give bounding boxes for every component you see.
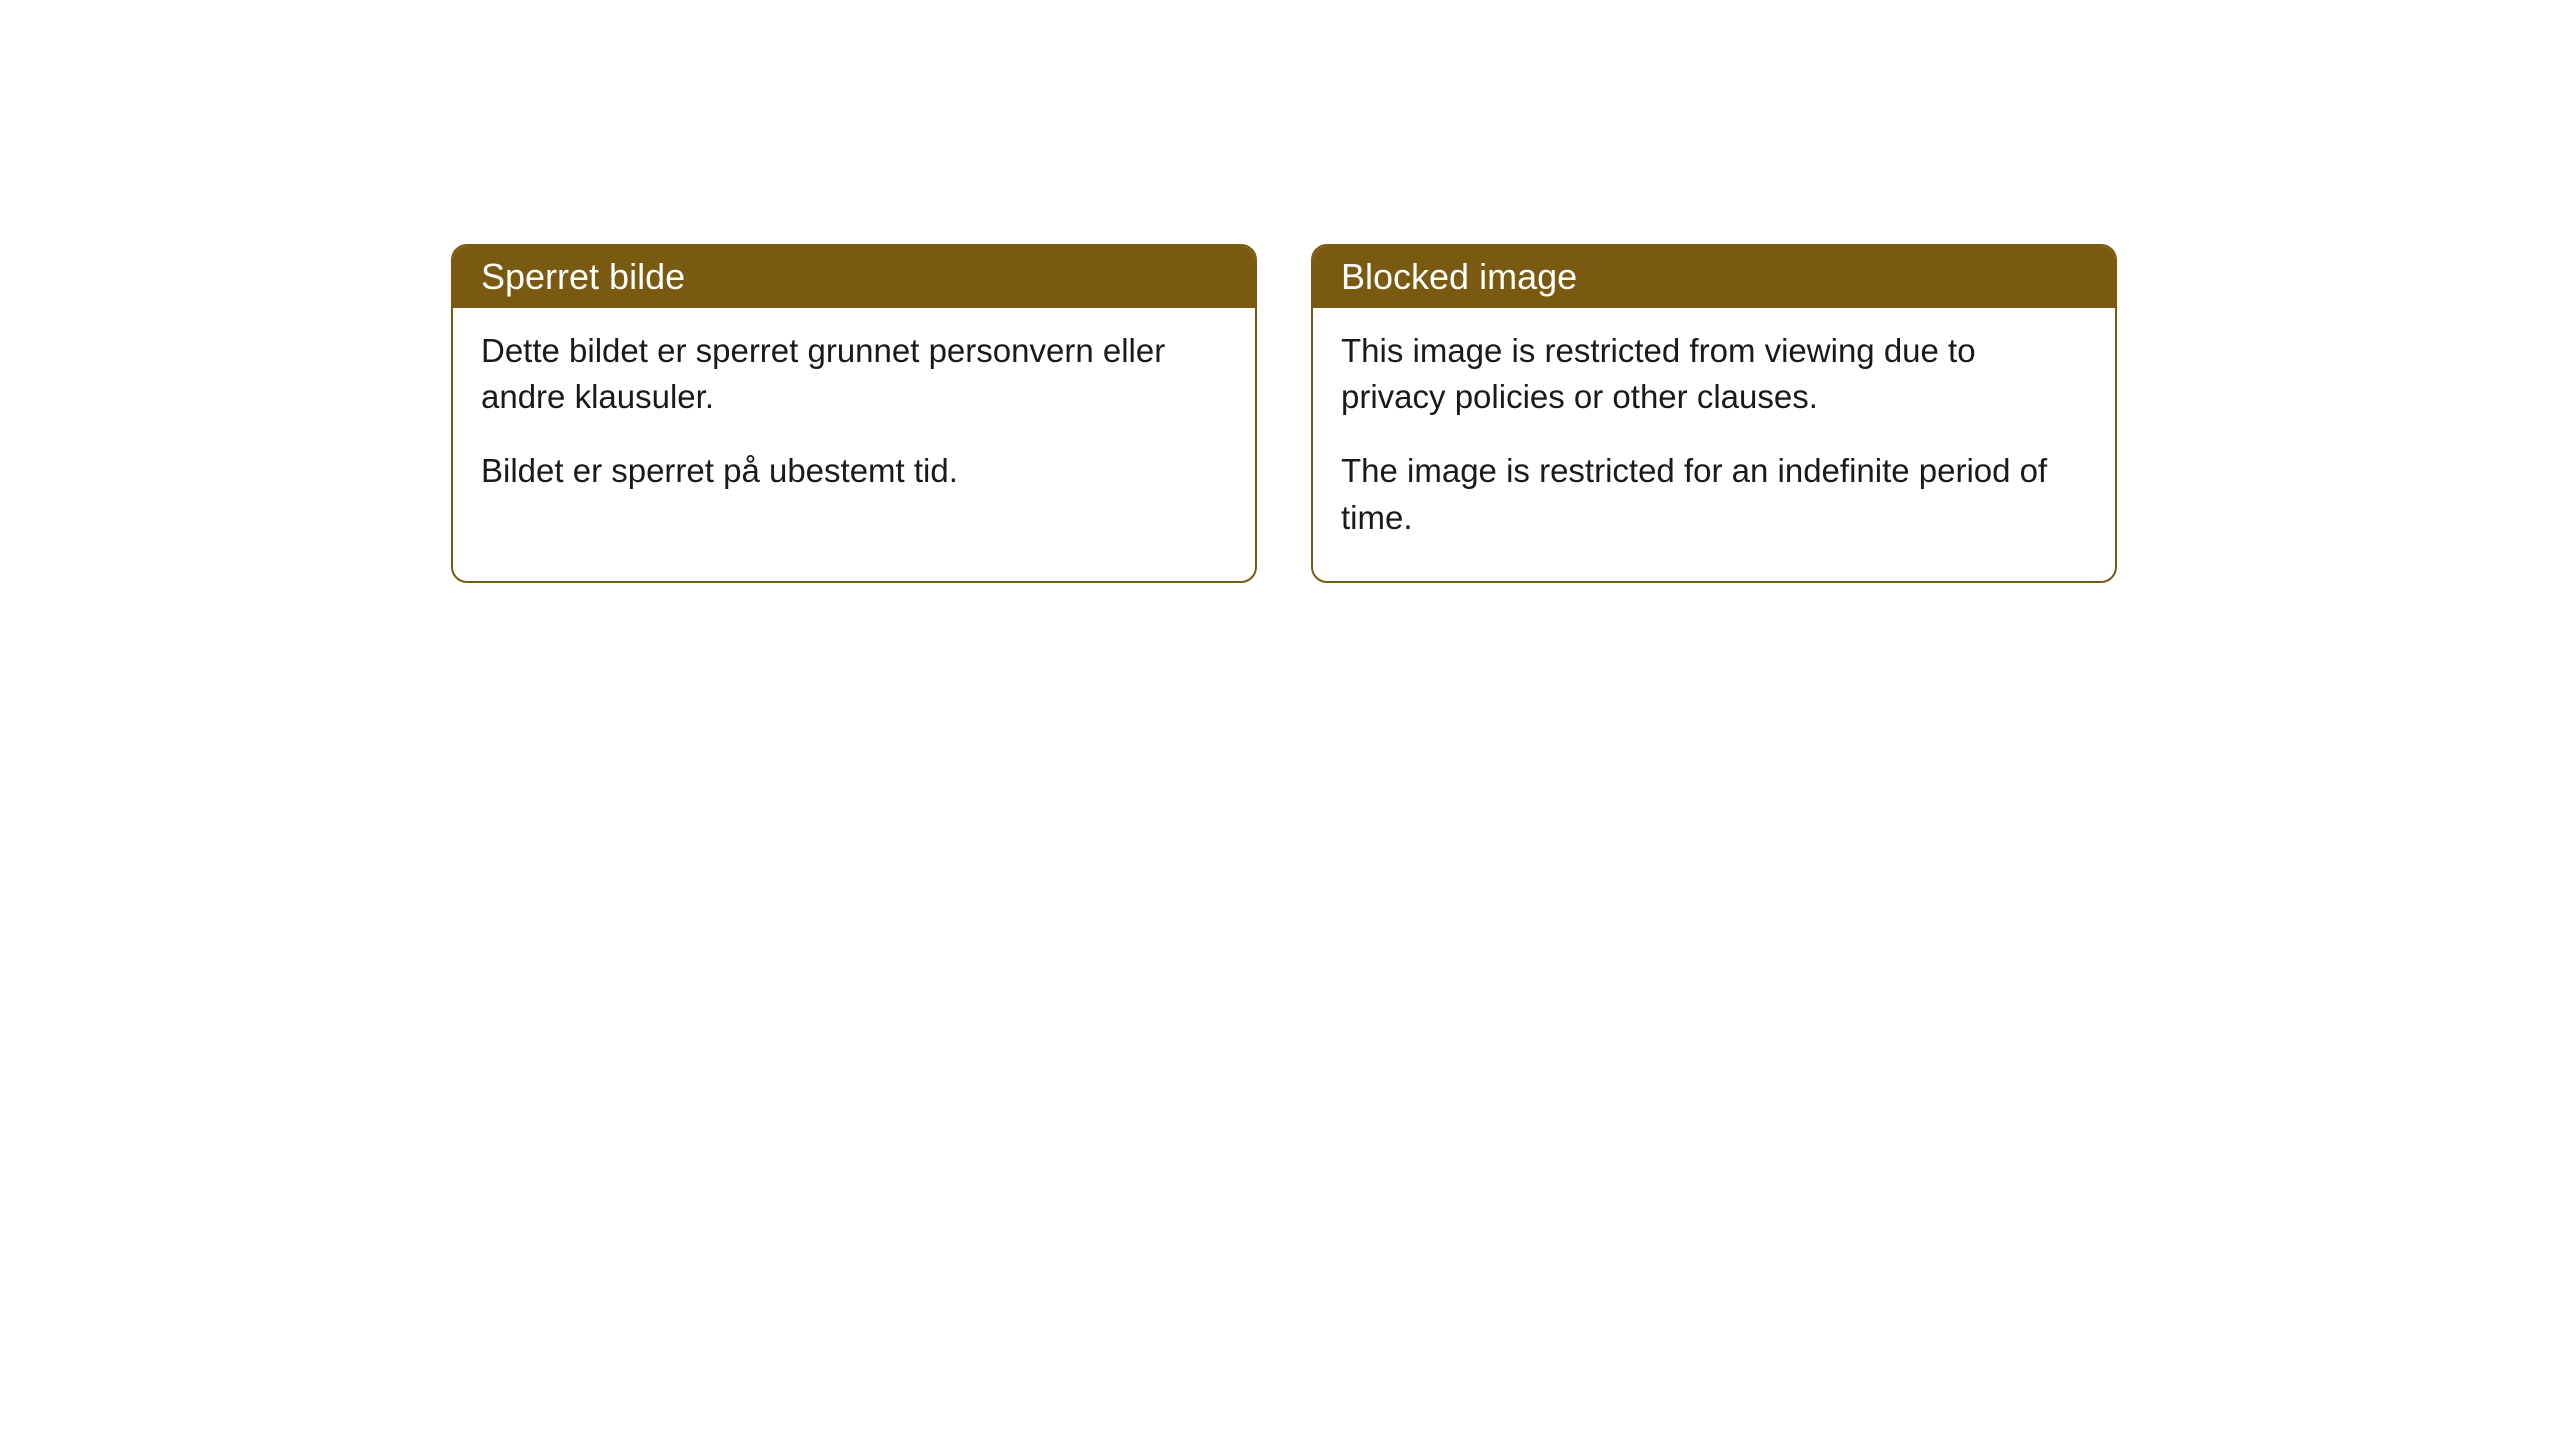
card-paragraph: Bildet er sperret på ubestemt tid. bbox=[481, 448, 1227, 494]
card-title: Sperret bilde bbox=[481, 256, 685, 297]
card-header-norwegian: Sperret bilde bbox=[453, 246, 1255, 308]
card-title: Blocked image bbox=[1341, 256, 1577, 297]
notice-card-english: Blocked image This image is restricted f… bbox=[1311, 244, 2117, 583]
notice-cards-container: Sperret bilde Dette bildet er sperret gr… bbox=[451, 244, 2117, 583]
card-body-norwegian: Dette bildet er sperret grunnet personve… bbox=[453, 308, 1255, 535]
card-paragraph: This image is restricted from viewing du… bbox=[1341, 328, 2087, 420]
card-paragraph: The image is restricted for an indefinit… bbox=[1341, 448, 2087, 540]
notice-card-norwegian: Sperret bilde Dette bildet er sperret gr… bbox=[451, 244, 1257, 583]
card-paragraph: Dette bildet er sperret grunnet personve… bbox=[481, 328, 1227, 420]
card-header-english: Blocked image bbox=[1313, 246, 2115, 308]
card-body-english: This image is restricted from viewing du… bbox=[1313, 308, 2115, 581]
